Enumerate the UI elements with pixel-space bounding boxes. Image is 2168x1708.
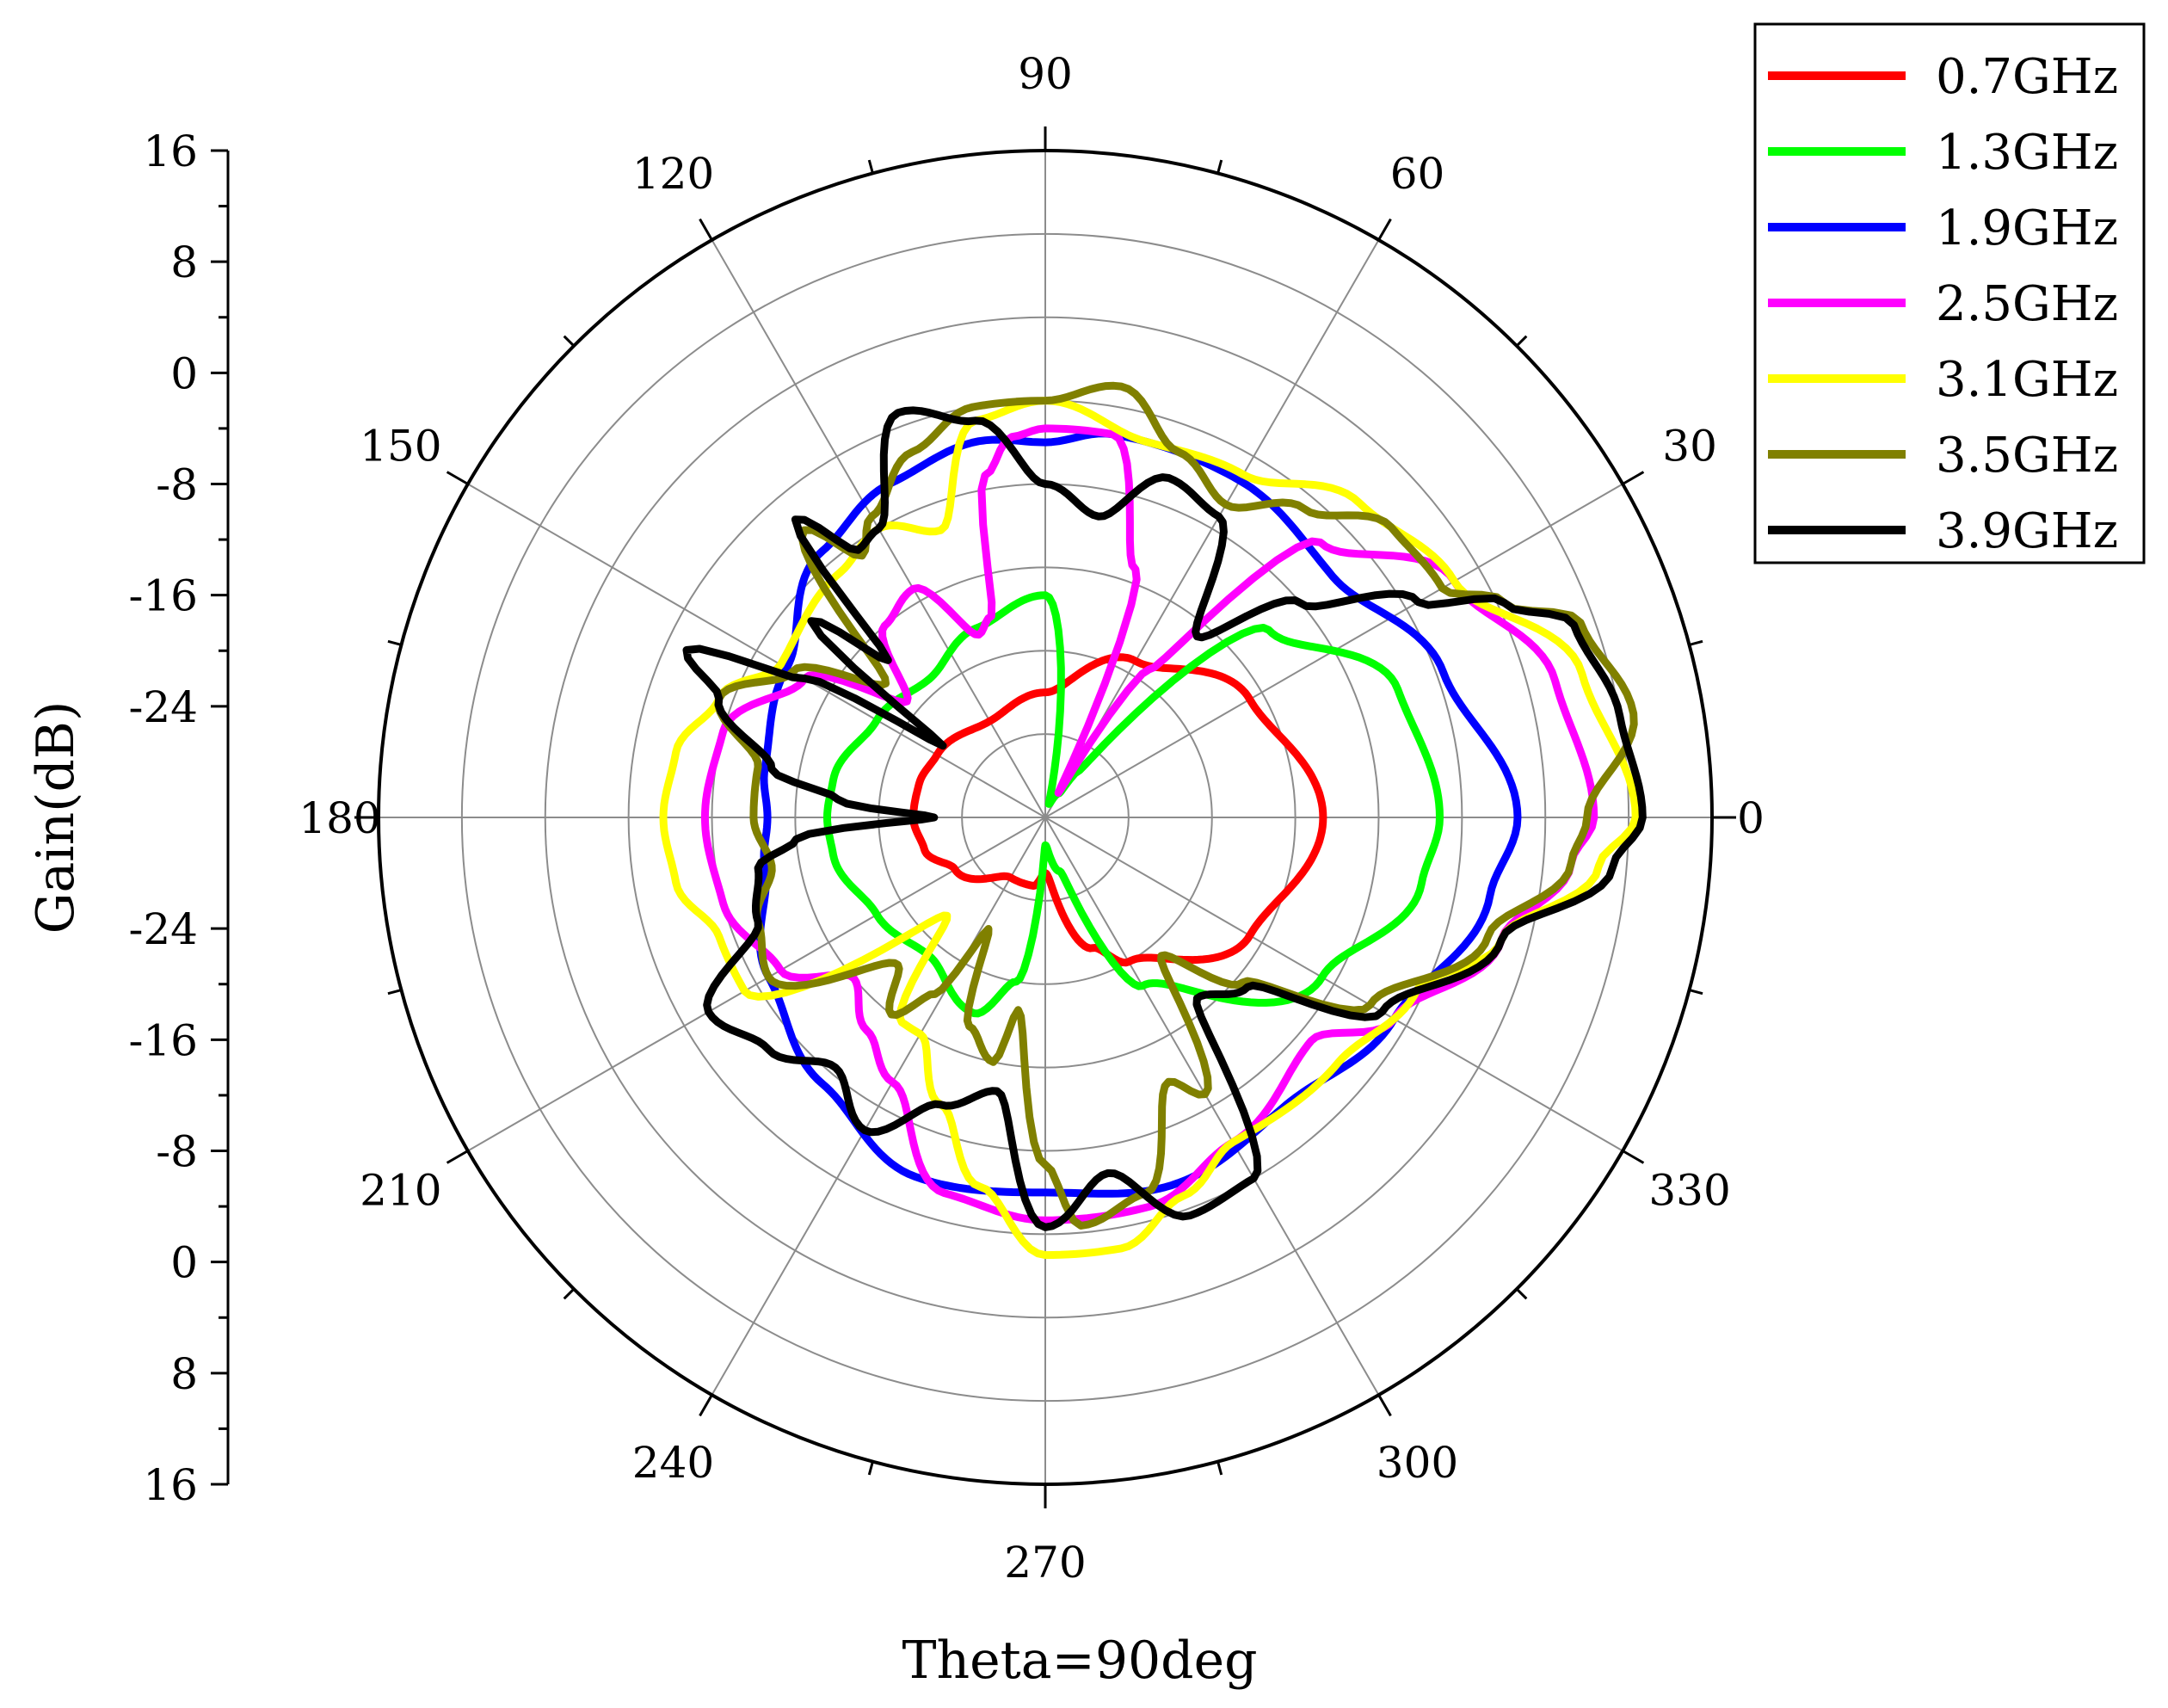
angle-tick-label: 150: [360, 422, 441, 472]
radial-tick-label: 0: [170, 348, 198, 398]
angle-tick: [867, 1461, 874, 1476]
legend-label-4: 3.1GHz: [1936, 352, 2118, 408]
angle-tick: [1622, 1150, 1645, 1164]
legend-frame: [1753, 22, 2146, 564]
grid-spoke: [1044, 817, 1380, 1396]
radial-tick-label: 16: [143, 1460, 198, 1510]
angle-tick: [699, 218, 713, 241]
angle-tick: [867, 159, 874, 174]
radial-tick-label: 8: [170, 1349, 198, 1399]
angle-tick-label: 300: [1377, 1438, 1458, 1488]
radial-tick-label: -8: [156, 460, 198, 510]
outer-ring: [377, 149, 1714, 1486]
legend-label-2: 1.9GHz: [1936, 200, 2118, 256]
angle-tick: [1515, 335, 1528, 348]
grid-spoke: [711, 817, 1046, 1396]
angle-tick: [387, 989, 402, 996]
angle-tick: [446, 471, 469, 485]
radial-tick-label: -8: [156, 1127, 198, 1177]
angle-tick: [1515, 1287, 1528, 1300]
series-line-4: [659, 397, 1640, 1260]
angle-tick: [1216, 1461, 1223, 1476]
angle-tick: [1622, 471, 1645, 485]
angle-tick: [699, 1394, 713, 1417]
angle-tick-label: 60: [1390, 149, 1445, 199]
x-axis-title: Theta=90deg: [902, 1631, 1258, 1691]
angle-tick-label: 240: [632, 1438, 714, 1488]
legend-label-3: 2.5GHz: [1936, 276, 2118, 332]
series-line-6: [682, 406, 1647, 1231]
angle-tick-label: 90: [1018, 49, 1073, 99]
angle-tick-label: 0: [1737, 793, 1765, 843]
grid-spoke: [467, 483, 1046, 818]
angle-tick: [1689, 989, 1703, 996]
angle-tick-label: 30: [1662, 422, 1717, 472]
legend-label-6: 3.9GHz: [1936, 503, 2118, 559]
series-curves: [659, 381, 1647, 1260]
series-line-2: [755, 429, 1522, 1198]
angle-tick: [1377, 218, 1392, 241]
angle-tick-label: 270: [1004, 1538, 1086, 1588]
angle-tick: [563, 335, 576, 348]
angle-tick: [1216, 159, 1223, 174]
angle-tick-label: 180: [299, 793, 380, 843]
angle-tick-label: 330: [1648, 1166, 1730, 1216]
radial-tick-label: 16: [143, 126, 198, 176]
radial-tick-label: -16: [128, 571, 198, 621]
angle-tick-label: 210: [360, 1166, 441, 1216]
radial-tick-label: -16: [128, 1015, 198, 1065]
angle-tick: [563, 1287, 576, 1300]
radial-gain-axis: 16 8 0 -8 -16 -24 -24 -16 -8 0 8 16: [128, 126, 230, 1510]
radial-tick-label: 0: [170, 1238, 198, 1288]
legend-label-5: 3.5GHz: [1936, 428, 2118, 484]
angle-tick: [446, 1150, 469, 1164]
polar-grid: [354, 126, 1736, 1508]
legend: 0.7GHz 1.3GHz 1.9GHz 2.5GHz 3.1GHz 3.5GHz 3.9G…: [1753, 22, 2146, 564]
angle-tick: [387, 639, 402, 646]
grid-spoke: [467, 817, 1046, 1152]
angle-tick: [1689, 639, 1703, 646]
angle-tick-label: 120: [632, 149, 714, 199]
radial-tick-label: -24: [128, 904, 198, 954]
radial-tick-label: 8: [170, 237, 198, 287]
series-line-5: [714, 381, 1638, 1230]
legend-label-0: 0.7GHz: [1936, 49, 2118, 105]
y-axis-title: Gain(dB): [26, 701, 86, 934]
legend-label-1: 1.3GHz: [1936, 125, 2118, 181]
angle-tick: [1377, 1394, 1392, 1417]
angle-tick-labels: 0 30 60 90 120 150 180 210 240 270 300 330: [299, 49, 1765, 1588]
radial-tick-label: -24: [128, 682, 198, 732]
grid-spoke: [1044, 817, 1623, 1152]
